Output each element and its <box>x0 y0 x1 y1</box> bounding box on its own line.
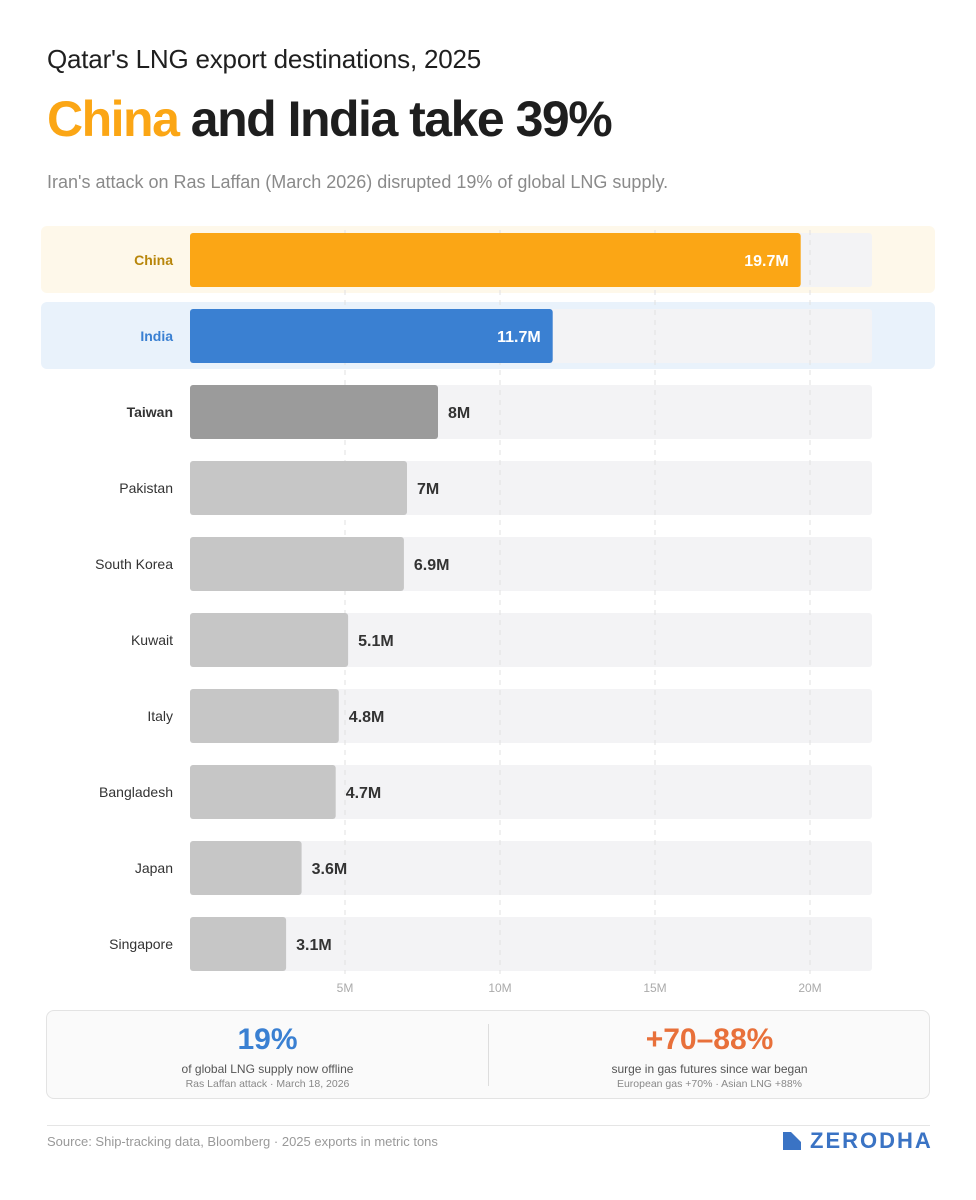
bar-singapore <box>190 917 287 971</box>
bar-india <box>190 309 553 363</box>
category-label-italy: Italy <box>147 708 173 724</box>
stat-futures-surge-description: surge in gas futures since war began <box>611 1062 808 1076</box>
stat-futures-surge-note: European gas +70% · Asian LNG +88% <box>616 1078 803 1090</box>
chart-headline: China and India take 39% <box>47 90 613 148</box>
bar-taiwan <box>190 385 438 439</box>
zerodha-logo-icon <box>783 1132 801 1150</box>
category-label-taiwan: Taiwan <box>127 404 173 420</box>
bar-track-japan <box>190 841 872 895</box>
stats-divider <box>488 1024 489 1086</box>
value-label-india: 11.7M <box>497 329 541 346</box>
category-label-kuwait: Kuwait <box>131 632 173 648</box>
value-label-bangladesh: 4.7M <box>346 785 382 802</box>
stat-futures-surge: +70–88% surge in gas futures since war b… <box>489 1011 930 1098</box>
stat-supply-offline-note: Ras Laffan attack · March 18, 2026 <box>185 1078 350 1090</box>
category-label-south-korea: South Korea <box>95 556 173 572</box>
bar-track-bangladesh <box>190 765 872 819</box>
bar-kuwait <box>190 613 349 667</box>
bar-italy <box>190 689 339 743</box>
bar-track-kuwait <box>190 613 872 667</box>
brand-name: ZERODHA <box>810 1128 933 1153</box>
stat-supply-offline-description: of global LNG supply now offline <box>181 1062 354 1076</box>
category-label-india: India <box>140 328 173 344</box>
stat-supply-offline: 19% of global LNG supply now offline Ras… <box>47 1011 488 1098</box>
x-tick-label-15: 15M <box>643 981 666 995</box>
headline-highlight: China <box>47 91 180 147</box>
chart-subtitle: Iran's attack on Ras Laffan (March 2026)… <box>47 172 669 192</box>
category-label-china: China <box>134 252 173 268</box>
value-label-south-korea: 6.9M <box>414 557 450 574</box>
bar-track-italy <box>190 689 872 743</box>
bar-japan <box>190 841 302 895</box>
x-tick-label-20: 20M <box>798 981 821 995</box>
category-label-bangladesh: Bangladesh <box>99 784 173 800</box>
value-label-pakistan: 7M <box>417 481 439 498</box>
bar-china <box>190 233 801 287</box>
value-label-china: 19.7M <box>744 253 788 270</box>
value-label-kuwait: 5.1M <box>358 633 394 650</box>
bar-track-singapore <box>190 917 872 971</box>
stat-supply-offline-value: 19% <box>237 1023 298 1056</box>
x-tick-label-5: 5M <box>337 981 354 995</box>
value-label-singapore: 3.1M <box>296 937 332 954</box>
source-note: Source: Ship-tracking data, Bloomberg · … <box>47 1134 438 1149</box>
category-label-singapore: Singapore <box>109 936 173 952</box>
category-label-pakistan: Pakistan <box>119 480 173 496</box>
value-label-taiwan: 8M <box>448 405 470 422</box>
bar-bangladesh <box>190 765 336 819</box>
headline-rest: and India take 39% <box>178 91 613 147</box>
footer-divider <box>47 1125 930 1126</box>
bar-south-korea <box>190 537 404 591</box>
bar-pakistan <box>190 461 407 515</box>
stat-futures-surge-value: +70–88% <box>645 1023 774 1056</box>
value-label-japan: 3.6M <box>312 861 348 878</box>
category-label-japan: Japan <box>135 860 173 876</box>
bar-chart: China 19.7M India 11.7M Taiwan 8M Pakistan 7M So… <box>41 226 935 995</box>
value-label-italy: 4.8M <box>349 709 385 726</box>
chart-kicker: Qatar's LNG export destinations, 2025 <box>47 44 482 74</box>
stats-panel: 19% of global LNG supply now offline Ras… <box>46 1010 930 1099</box>
x-tick-label-10: 10M <box>488 981 511 995</box>
brand-logo: ZERODHA <box>783 1128 933 1154</box>
